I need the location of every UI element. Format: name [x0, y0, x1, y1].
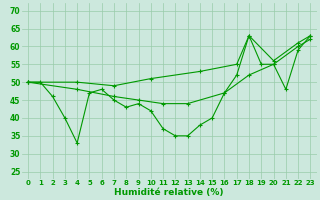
X-axis label: Humidité relative (%): Humidité relative (%)	[115, 188, 224, 197]
